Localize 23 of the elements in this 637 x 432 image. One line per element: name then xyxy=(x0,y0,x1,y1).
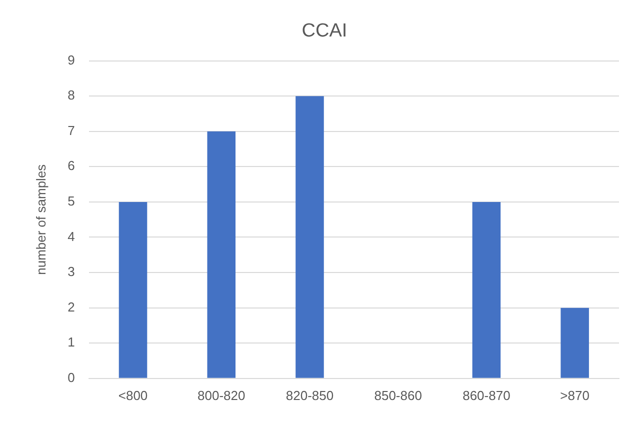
x-tick-label: 820-850 xyxy=(286,388,334,403)
y-tick-label: 3 xyxy=(68,264,75,280)
y-tick-label: 1 xyxy=(68,334,75,350)
y-tick-label: 8 xyxy=(68,88,75,103)
y-tick-label: 2 xyxy=(68,299,75,314)
bar xyxy=(560,308,589,378)
y-tick-label: 9 xyxy=(68,52,75,68)
y-tick-label: 5 xyxy=(68,194,75,209)
x-tick-label: >870 xyxy=(560,388,590,403)
bar xyxy=(207,131,236,378)
bar xyxy=(118,202,148,378)
bar xyxy=(296,96,324,378)
x-tick-label: 860-870 xyxy=(462,388,510,403)
y-tick-label: 7 xyxy=(68,122,75,138)
x-tick-label: <800 xyxy=(118,388,148,403)
x-tick-label: 800-820 xyxy=(198,388,246,403)
y-tick-label: 4 xyxy=(68,228,75,244)
chart-title: CCAI xyxy=(302,20,348,42)
bar xyxy=(472,202,501,378)
y-tick-label: 0 xyxy=(68,370,75,385)
y-tick-label: 6 xyxy=(68,158,75,174)
y-axis-title: number of samples xyxy=(33,164,48,275)
x-tick-label: 850-860 xyxy=(374,388,422,403)
